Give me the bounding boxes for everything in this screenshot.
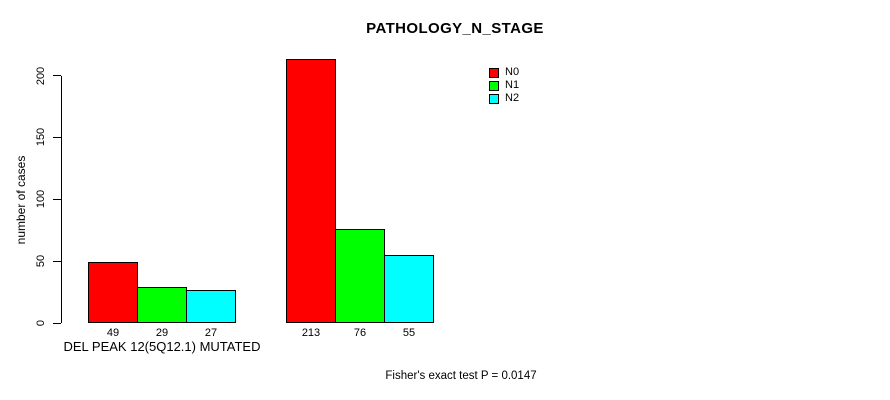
bar-value-label: 49	[106, 327, 120, 339]
y-axis-line	[61, 75, 62, 323]
bar-value-label: 76	[353, 327, 367, 339]
bar-n1-group1	[137, 287, 187, 323]
y-tick-mark	[53, 198, 61, 200]
legend-swatch-icon	[489, 80, 499, 91]
y-tick-label: 50	[35, 255, 47, 268]
bar-n0-group1	[88, 262, 138, 323]
y-tick-mark	[53, 136, 61, 138]
bar-value-label: 27	[204, 327, 218, 339]
y-tick-label: 150	[35, 128, 47, 147]
y-tick-mark	[53, 322, 61, 324]
legend-item-n1: N1	[489, 79, 519, 92]
legend-label: N1	[505, 79, 520, 91]
legend-label: N0	[505, 66, 520, 78]
legend-item-n2: N2	[489, 92, 519, 105]
y-tick-mark	[53, 260, 61, 262]
legend-swatch-icon	[489, 93, 499, 104]
x-group-label: DEL PEAK 12(5Q12.1) MUTATED	[63, 339, 261, 354]
bar-value-label: 213	[301, 327, 321, 339]
bar-value-label: 55	[402, 327, 416, 339]
bar-value-label: 29	[155, 327, 169, 339]
y-tick-label: 0	[35, 319, 47, 327]
stat-annotation: Fisher's exact test P = 0.0147	[385, 370, 537, 382]
legend-label: N2	[505, 92, 520, 104]
bar-n0-group2	[286, 59, 336, 323]
bar-n2-group2	[384, 254, 434, 323]
y-tick-label: 100	[35, 190, 47, 209]
legend-swatch-icon	[489, 67, 499, 78]
legend: N0 N1 N2	[489, 66, 519, 105]
y-tick-mark	[53, 75, 61, 76]
y-tick-label: 200	[35, 66, 47, 85]
bar-n1-group2	[335, 228, 385, 323]
bar-n2-group1	[186, 289, 236, 323]
chart-title: PATHOLOGY_N_STAGE	[366, 20, 544, 37]
legend-item-n0: N0	[489, 66, 519, 79]
y-axis-label: number of cases	[14, 155, 28, 245]
